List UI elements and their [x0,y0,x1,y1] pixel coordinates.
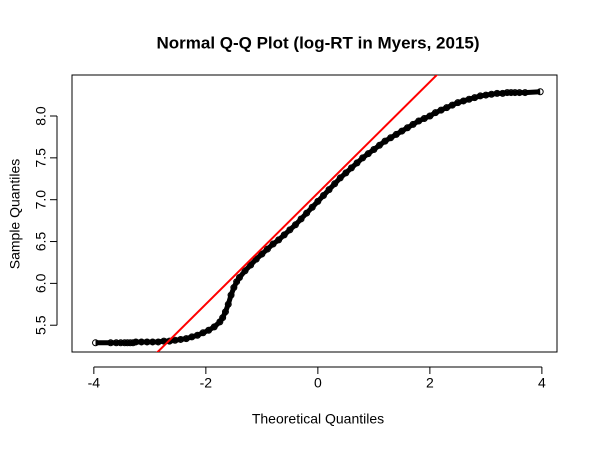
plot-area [92,75,544,352]
point [286,226,294,234]
point [235,274,243,282]
x-tick-label: -2 [200,375,213,391]
point [420,115,428,123]
point [199,329,207,337]
point [347,164,355,172]
chart-title: Normal Q-Q Plot (log-RT in Myers, 2015) [156,33,479,52]
point [129,339,137,347]
point [258,250,266,258]
point [210,323,218,331]
point [308,203,316,211]
point [353,159,361,167]
point [381,137,389,145]
y-tick-label: 7.0 [33,190,49,210]
point [499,89,507,97]
point [297,215,305,223]
point [387,134,395,142]
point [92,339,100,347]
point [437,106,445,114]
x-tick-label: 4 [538,375,546,391]
point [314,197,322,205]
point [364,150,372,158]
point [230,284,238,292]
y-tick-label: 8.0 [33,106,49,126]
point [291,221,299,229]
point [112,339,120,347]
x-tick-label: 2 [426,375,434,391]
point [503,89,511,97]
point [536,88,544,96]
point [443,104,451,112]
y-tick-label: 7.5 [33,148,49,168]
point [263,245,271,253]
point [342,169,350,177]
point [398,127,406,135]
point [280,231,288,239]
point [359,154,367,162]
point [227,291,235,299]
point [319,192,327,200]
point [426,112,434,120]
point [325,186,333,194]
point [336,174,344,182]
y-axis-label: Sample Quantiles [7,159,23,270]
y-tick-label: 6.5 [33,232,49,252]
point [521,89,529,97]
point [205,326,213,334]
point [224,300,232,308]
point [252,255,260,263]
y-tick-label: 6.0 [33,273,49,293]
point [448,101,456,109]
point [431,109,439,117]
point [241,267,249,275]
x-tick-label: -4 [88,375,101,391]
point [511,89,519,97]
point [370,145,378,153]
point [219,314,227,322]
x-axis-label: Theoretical Quantiles [252,411,384,427]
point [415,117,423,125]
point [375,141,383,149]
point [331,180,339,188]
point [275,236,283,244]
point [221,308,229,316]
point [247,261,255,269]
y-tick-label: 5.5 [33,315,49,335]
point [193,331,201,339]
plot-frame [71,74,558,353]
point [392,130,400,138]
point [303,209,311,217]
reference-line [156,75,439,352]
x-tick-label: 0 [314,375,322,391]
point [403,124,411,132]
point [117,339,125,347]
point [409,120,417,128]
point-band [95,89,541,346]
point [269,240,277,248]
point [507,89,515,97]
